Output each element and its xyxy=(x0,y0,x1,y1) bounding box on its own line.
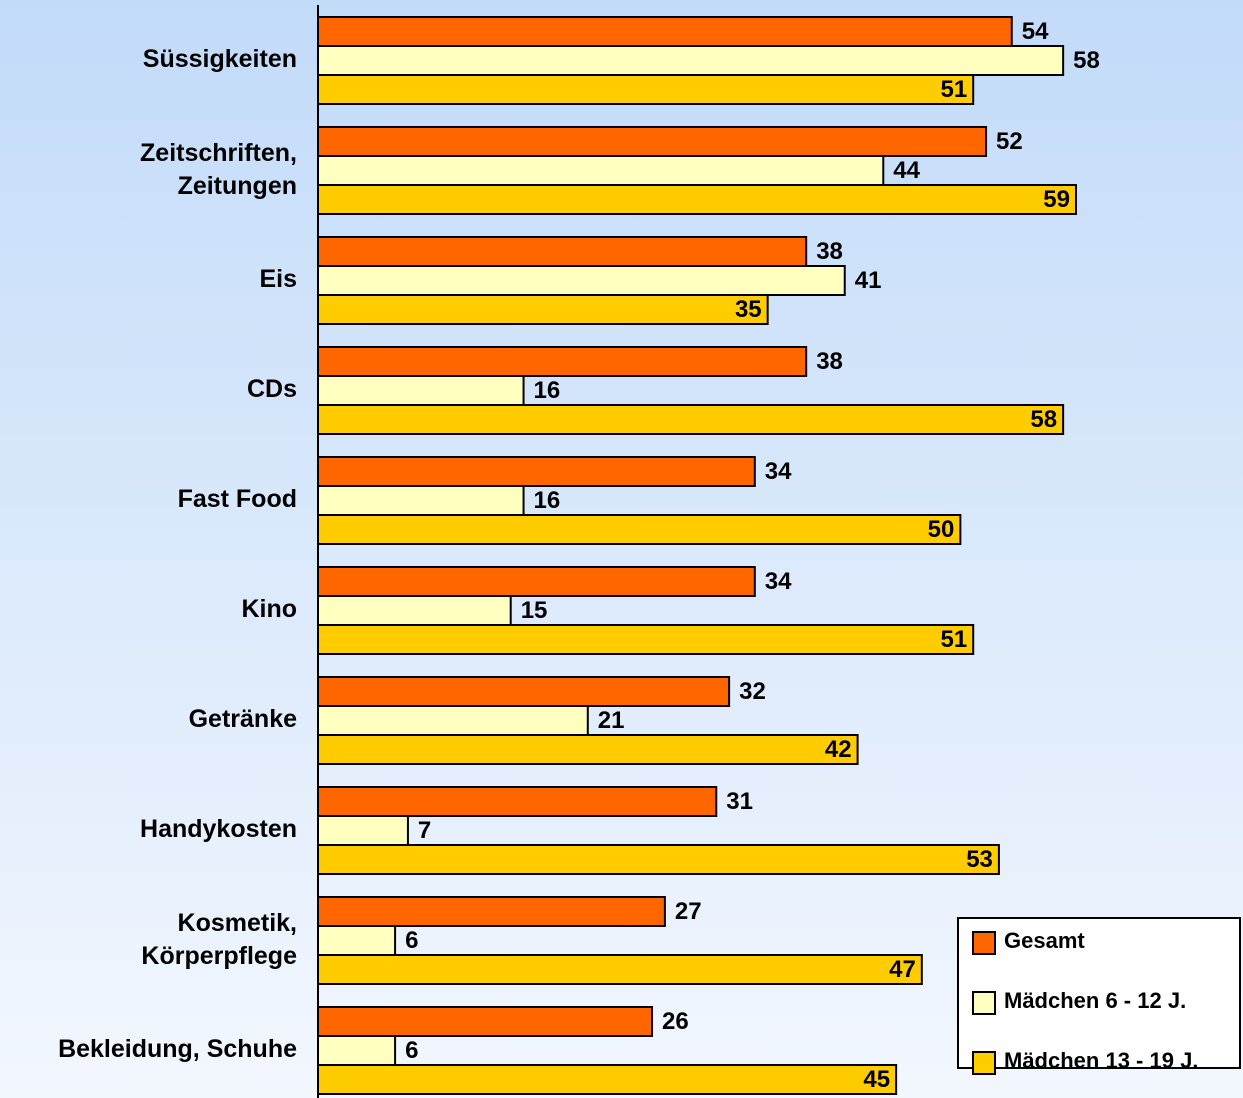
bar xyxy=(317,1035,397,1066)
bar xyxy=(317,514,962,545)
value-label: 41 xyxy=(855,267,882,294)
bar xyxy=(317,155,885,186)
bar xyxy=(317,45,1065,76)
bar xyxy=(317,485,525,516)
bar xyxy=(317,265,846,296)
value-label: 38 xyxy=(816,348,843,375)
value-label: 16 xyxy=(534,487,561,514)
value-label: 38 xyxy=(816,238,843,265)
category-label: Handykosten xyxy=(140,815,297,843)
value-label: 53 xyxy=(966,846,993,873)
legend-box xyxy=(957,917,1241,1069)
bar xyxy=(317,676,731,707)
value-label: 51 xyxy=(941,76,968,103)
value-label: 31 xyxy=(726,788,753,815)
bar xyxy=(317,624,975,655)
value-label: 26 xyxy=(662,1008,689,1035)
value-label: 51 xyxy=(941,626,968,653)
value-label: 52 xyxy=(996,128,1023,155)
category-label: Kino xyxy=(241,595,297,623)
value-label: 15 xyxy=(521,597,548,624)
bar xyxy=(317,236,808,267)
value-label: 44 xyxy=(893,157,920,184)
value-label: 47 xyxy=(889,956,916,983)
legend-swatch xyxy=(972,1051,996,1075)
legend-label: Mädchen 6 - 12 J. xyxy=(1004,988,1186,1013)
value-label: 34 xyxy=(765,458,792,485)
value-label: 50 xyxy=(928,516,955,543)
bar xyxy=(317,16,1013,47)
legend-label: Mädchen 13 - 19 J. xyxy=(1004,1048,1198,1073)
bar xyxy=(317,184,1077,215)
legend-swatch xyxy=(972,991,996,1015)
category-label: Zeitschriften, Zeitungen xyxy=(140,139,297,200)
legend-swatch xyxy=(972,931,996,955)
category-label: Fast Food xyxy=(178,485,297,513)
bar xyxy=(317,404,1065,435)
value-label: 16 xyxy=(534,377,561,404)
category-label: Süssigkeiten xyxy=(143,45,297,73)
bar xyxy=(317,74,975,105)
value-label: 34 xyxy=(765,568,792,595)
category-label: Bekleidung, Schuhe xyxy=(58,1035,297,1063)
value-label: 32 xyxy=(739,678,766,705)
value-label: 6 xyxy=(405,1037,418,1064)
value-label: 21 xyxy=(598,707,625,734)
category-label: Kosmetik, Körperpflege xyxy=(141,909,297,970)
bar xyxy=(317,294,769,325)
value-label: 27 xyxy=(675,898,702,925)
bar xyxy=(317,595,512,626)
bar xyxy=(317,375,525,406)
value-label: 59 xyxy=(1043,186,1070,213)
category-label: CDs xyxy=(247,375,297,403)
bar xyxy=(317,734,859,765)
value-label: 45 xyxy=(863,1066,890,1093)
bar xyxy=(317,815,409,846)
bar xyxy=(317,925,397,956)
category-label: Getränke xyxy=(189,705,297,733)
category-label: Eis xyxy=(259,265,297,293)
bar xyxy=(317,566,756,597)
bar xyxy=(317,954,923,985)
bar xyxy=(317,844,1000,875)
value-label: 58 xyxy=(1073,47,1100,74)
bar xyxy=(317,896,666,927)
bar xyxy=(317,1006,654,1037)
value-label: 54 xyxy=(1022,18,1049,45)
value-label: 42 xyxy=(825,736,852,763)
bar xyxy=(317,786,718,817)
bar xyxy=(317,705,589,736)
bar xyxy=(317,346,808,377)
value-label: 6 xyxy=(405,927,418,954)
bar xyxy=(317,1064,898,1095)
value-label: 58 xyxy=(1030,406,1057,433)
value-label: 7 xyxy=(418,817,431,844)
bar xyxy=(317,456,756,487)
value-label: 35 xyxy=(735,296,762,323)
legend-label: Gesamt xyxy=(1004,928,1085,953)
bar xyxy=(317,126,988,157)
